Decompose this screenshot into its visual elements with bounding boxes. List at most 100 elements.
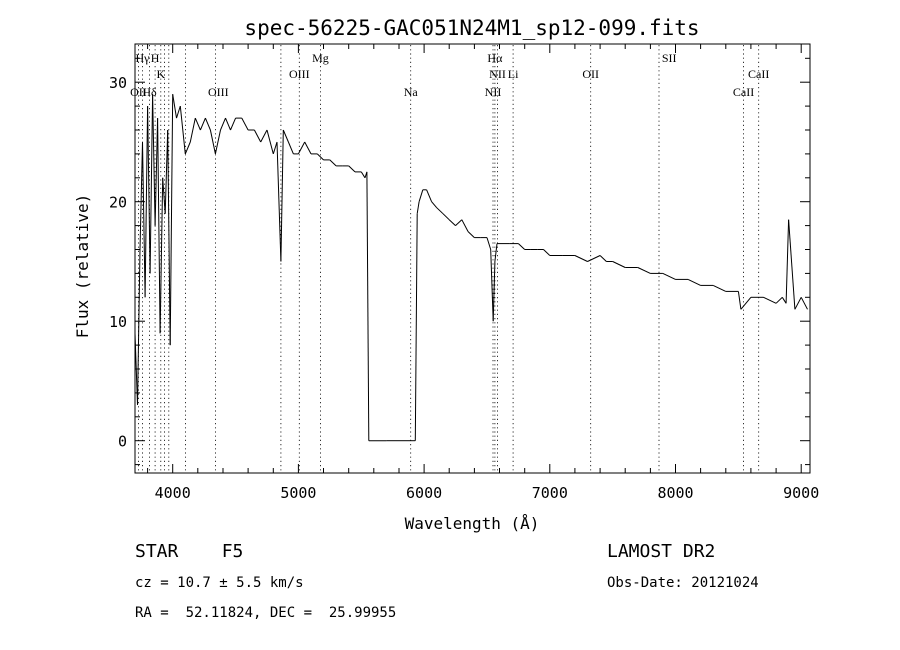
- line-marker-label: CaII: [733, 85, 754, 99]
- spectrum-segment: [414, 213, 418, 441]
- spectrum-segment: [426, 189, 433, 202]
- spectrum-segment: [287, 141, 294, 155]
- spectrum-segment: [662, 272, 676, 280]
- spectrum-segment: [467, 231, 475, 238]
- spectrum-segment: [316, 153, 324, 161]
- line-marker-label: Mg: [312, 51, 329, 65]
- x-tick-label: 5000: [280, 484, 316, 502]
- spectrum-segment: [492, 261, 496, 322]
- line-marker-label: Hδ: [142, 85, 157, 99]
- spectrum-segment: [448, 219, 456, 226]
- x-tick-label: 7000: [532, 484, 568, 502]
- spectrum-segment: [775, 296, 783, 304]
- spectrum-segment: [172, 94, 177, 119]
- class-text: STAR F5: [135, 541, 244, 562]
- spectrum-segment: [220, 117, 226, 131]
- spectrum-segment: [162, 177, 166, 214]
- spectrum-segment: [366, 171, 370, 441]
- spectrum-segment: [280, 129, 284, 262]
- spectrum-series: [134, 94, 808, 442]
- y-tick-label: 30: [109, 74, 127, 92]
- line-marker-label: Na: [404, 85, 419, 99]
- y-axis-label: Flux (relative): [73, 194, 92, 339]
- spectrum-segment: [490, 249, 494, 322]
- line-marker-label: NII: [489, 67, 506, 81]
- spectrum-segment: [486, 237, 492, 250]
- spectrum-segment: [282, 129, 289, 143]
- spectrum-segment: [418, 189, 424, 202]
- spectrum-segment: [637, 267, 651, 274]
- x-tick-label: 4000: [155, 484, 191, 502]
- spectrum-segment: [737, 291, 742, 310]
- spectrum-segment: [164, 129, 169, 214]
- line-marker-label: OIII: [208, 85, 229, 99]
- line-marker-label: OII: [130, 85, 147, 99]
- spectrum-segment: [781, 297, 787, 304]
- spectrum-segment: [157, 118, 161, 334]
- spectrum-segment: [599, 255, 607, 262]
- spectrum-segment: [543, 249, 551, 256]
- spectrum-segment: [455, 219, 463, 226]
- spectrum-segment: [272, 141, 278, 155]
- spectrum-segment: [788, 219, 796, 310]
- spectrum-segment: [159, 177, 164, 334]
- spectrum-segment: [574, 255, 588, 262]
- x-tick-label: 6000: [406, 484, 442, 502]
- spectrum-segment: [794, 297, 802, 310]
- spectrum-segment: [763, 296, 777, 304]
- spectrum-segment: [800, 297, 808, 310]
- spectrum-segment: [204, 117, 211, 131]
- line-marker-label: OIII: [289, 67, 310, 81]
- x-tick-label: 8000: [657, 484, 693, 502]
- spectrum-segment: [276, 141, 282, 262]
- spectrum-segment: [712, 284, 727, 292]
- spectrum-segment: [266, 129, 274, 155]
- x-tick-label: 9000: [783, 484, 819, 502]
- spectrum-segment: [297, 141, 306, 155]
- chart-title: spec-56225-GAC051N24M1_sp12-099.fits: [244, 16, 699, 40]
- spectrum-segment: [329, 159, 337, 167]
- spectrum-segment: [179, 106, 186, 154]
- spectrum-segment: [144, 106, 149, 298]
- spectrum-segment: [169, 94, 174, 346]
- spectrum-segment: [147, 106, 151, 274]
- spectrum-segment: [785, 219, 790, 304]
- line-marker-label: CaII: [748, 67, 769, 81]
- line-marker-label: H: [151, 51, 160, 65]
- spectrum-segment: [152, 94, 156, 226]
- spectrum-segment: [194, 117, 201, 131]
- spectrum-segment: [612, 261, 626, 268]
- spectrum-segment: [184, 141, 191, 155]
- spectrum-segment: [461, 219, 469, 232]
- spectrum-segment: [142, 141, 146, 298]
- y-tick-label: 10: [109, 313, 127, 331]
- spectrum-segment: [225, 117, 231, 131]
- x-axis-label: Wavelength (Å): [405, 514, 540, 533]
- line-marker-label: Li: [508, 67, 519, 81]
- spectrum-segment: [253, 129, 262, 143]
- plot-frame: [134, 43, 811, 474]
- cz-text: cz = 10.7 ± 5.5 km/s: [135, 575, 304, 591]
- spectrum-segment: [139, 141, 143, 250]
- spectrum-segment: [416, 201, 420, 214]
- spectrum-segment: [241, 117, 249, 131]
- spectrum-segment: [176, 105, 181, 119]
- radec-text: RA = 52.11824, DEC = 25.99955: [135, 605, 397, 621]
- spectrum-segment: [199, 117, 206, 131]
- spectrum-segment: [149, 94, 154, 274]
- spectrum-segment: [442, 213, 450, 221]
- spectrum-segment: [740, 296, 752, 310]
- line-marker-label: NII: [485, 85, 502, 99]
- obsdate-text: Obs-Date: 20121024: [607, 575, 759, 591]
- source-text: LAMOST DR2: [607, 541, 716, 562]
- spectrum-segment: [348, 165, 356, 173]
- spectrum-segment: [214, 129, 221, 155]
- spectrum-segment: [518, 243, 526, 250]
- spectrum-segment: [230, 117, 237, 131]
- spectrum-segment: [209, 129, 216, 155]
- axis-ticks: 4000 5000 6000 7000 8000 9000 0 10 20 30: [109, 44, 819, 502]
- spectrum-segment: [431, 201, 438, 209]
- spectrum-segment: [436, 207, 444, 215]
- spectrum-segment: [587, 255, 601, 262]
